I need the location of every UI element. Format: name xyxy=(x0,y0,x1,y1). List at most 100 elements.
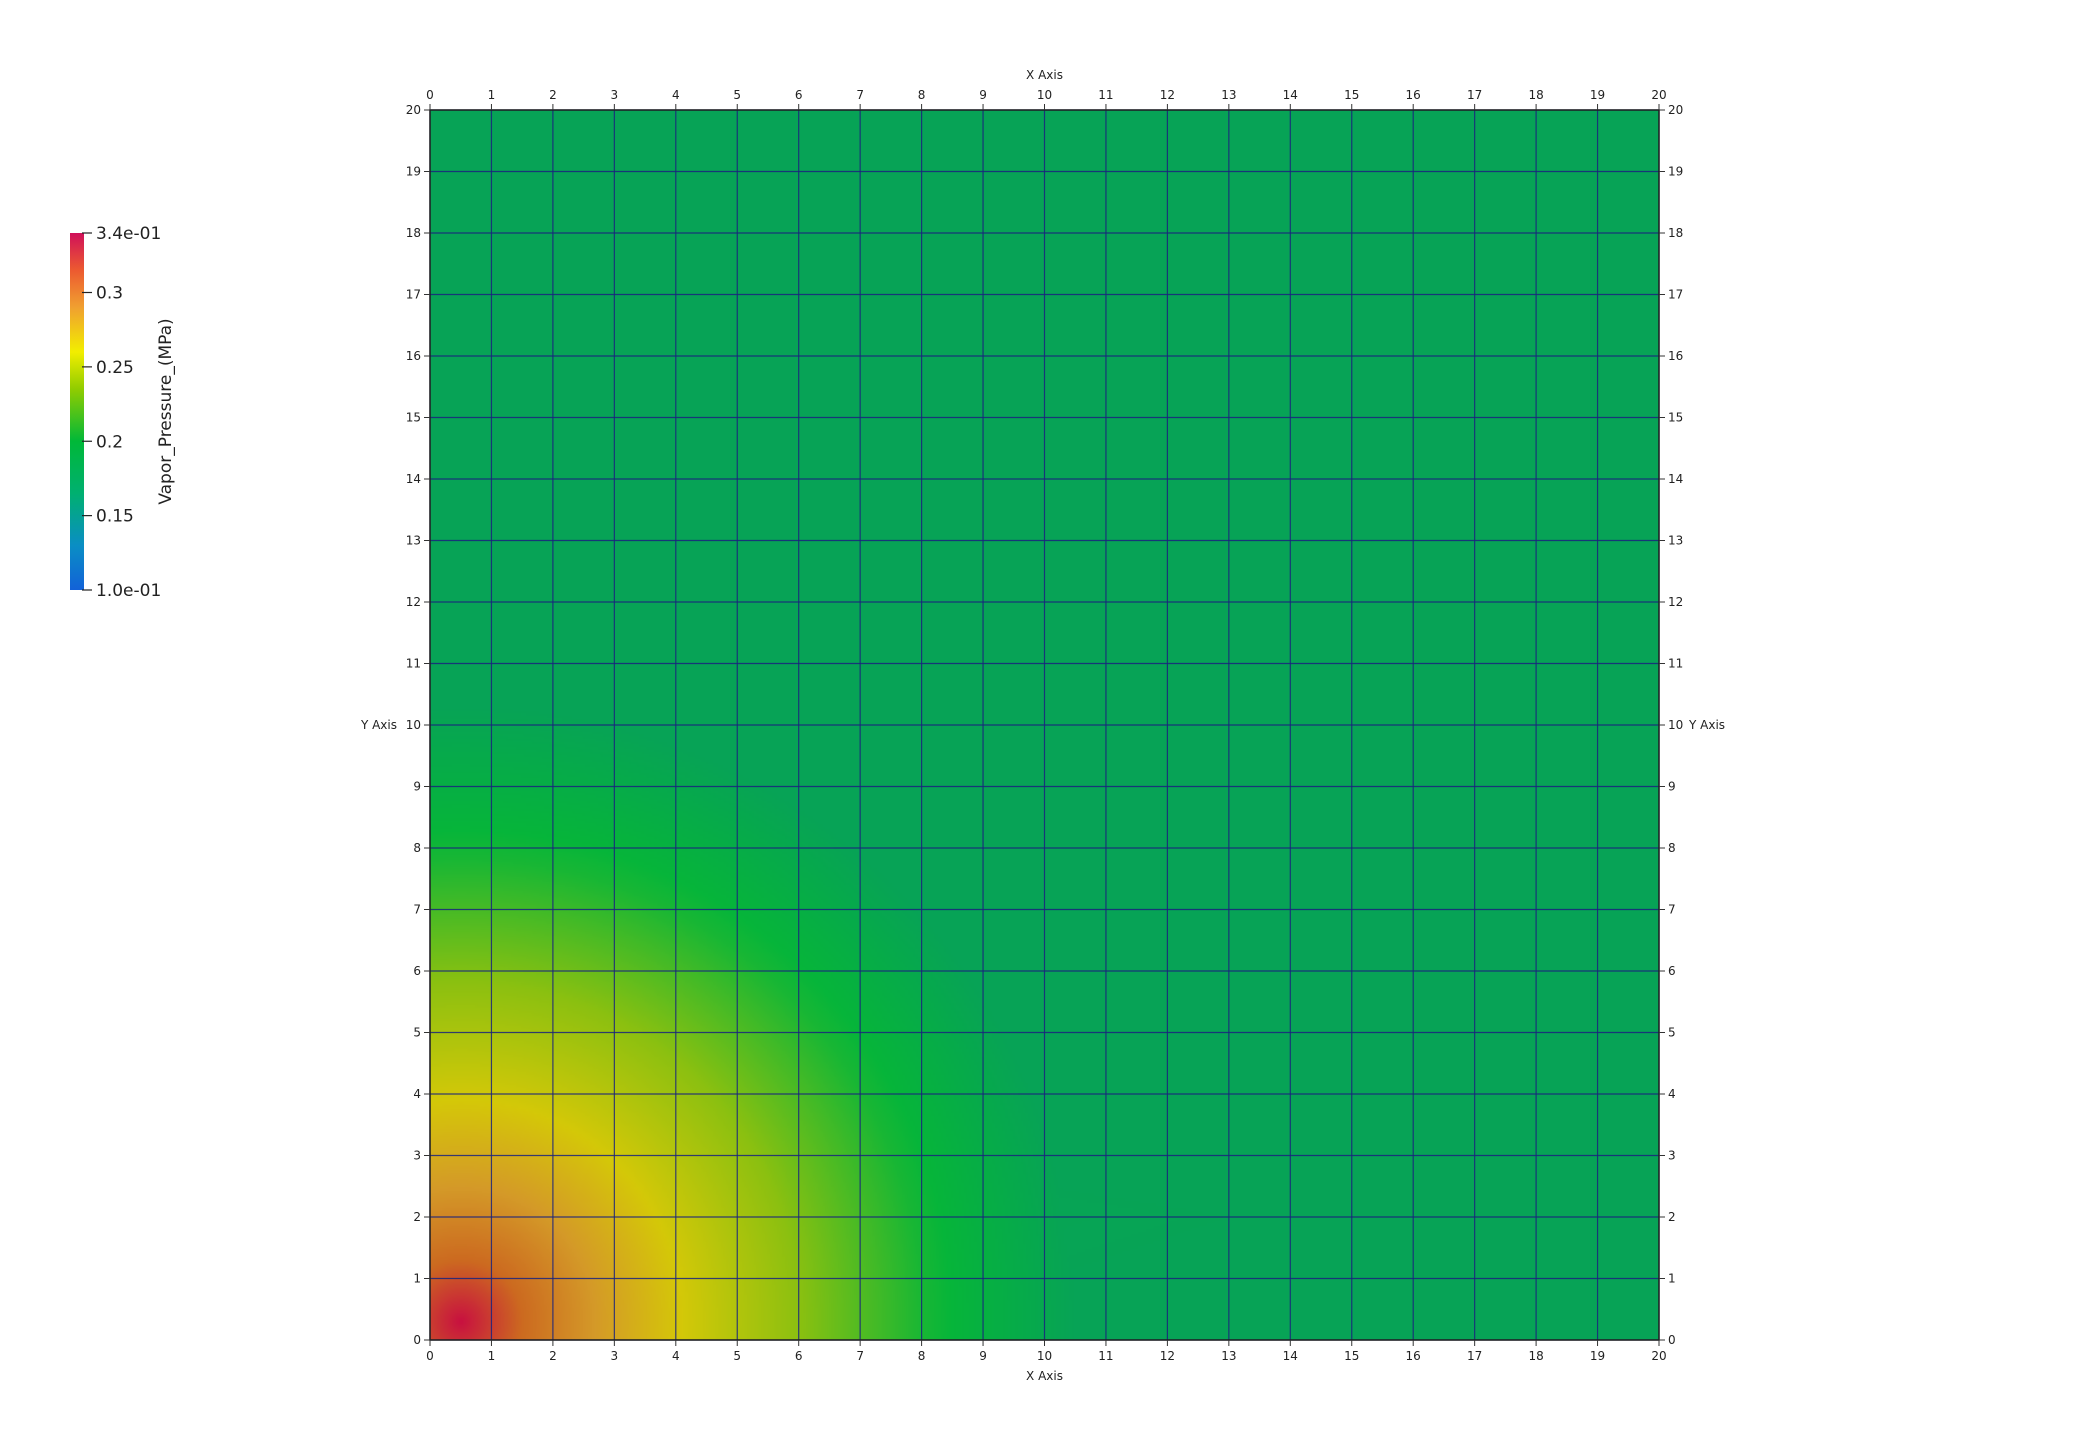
x-tick-label-bottom: 4 xyxy=(672,1349,680,1363)
x-tick-label-top: 20 xyxy=(1651,88,1666,102)
y-tick-label-left: 18 xyxy=(406,226,421,240)
colorbar-tick-label: 0.2 xyxy=(96,432,123,452)
colorbar: 3.4e-01 0.3 0.25 0.2 0.15 1.0e-01 Vapor_Pressu… xyxy=(70,224,176,601)
y-tick-label-left: 4 xyxy=(413,1087,421,1101)
x-tick-label-top: 9 xyxy=(979,88,987,102)
colorbar-gradient xyxy=(70,233,84,590)
y-tick-label-right: 13 xyxy=(1668,534,1683,548)
x-tick-label-top: 7 xyxy=(856,88,864,102)
x-tick-label-bottom: 2 xyxy=(549,1349,557,1363)
x-tick-label-bottom: 14 xyxy=(1283,1349,1298,1363)
colorbar-title: Vapor_Pressure_(MPa) xyxy=(156,318,176,504)
y-tick-label-right: 6 xyxy=(1668,964,1676,978)
grid-lines xyxy=(429,109,1660,1341)
y-tick-label-right: 15 xyxy=(1668,411,1683,425)
x-tick-label-top: 10 xyxy=(1037,88,1052,102)
y-tick-label-left: 5 xyxy=(413,1026,421,1040)
x-tick-label-bottom: 11 xyxy=(1098,1349,1113,1363)
y-tick-label-left: 19 xyxy=(406,165,421,179)
x-tick-label-top: 6 xyxy=(795,88,803,102)
x-tick-label-bottom: 12 xyxy=(1160,1349,1175,1363)
x-tick-label-top: 17 xyxy=(1467,88,1482,102)
x-tick-label-top: 11 xyxy=(1098,88,1113,102)
x-tick-label-top: 5 xyxy=(733,88,741,102)
x-tick-label-top: 8 xyxy=(918,88,926,102)
x-tick-label-bottom: 20 xyxy=(1651,1349,1666,1363)
y-tick-label-right: 7 xyxy=(1668,903,1676,917)
colorbar-tick-label: 0.3 xyxy=(96,284,123,304)
x-tick-label-top: 12 xyxy=(1160,88,1175,102)
x-tick-label-bottom: 5 xyxy=(733,1349,741,1363)
x-tick-label-bottom: 10 xyxy=(1037,1349,1052,1363)
plot-area: 0011223344556677889910101111121213131414… xyxy=(360,68,1725,1383)
x-tick-label-top: 0 xyxy=(426,88,434,102)
y-tick-label-left: 7 xyxy=(413,903,421,917)
y-tick-label-left: 8 xyxy=(413,841,421,855)
y-tick-label-right: 16 xyxy=(1668,349,1683,363)
y-tick-label-left: 0 xyxy=(413,1333,421,1347)
y-tick-label-left: 10 xyxy=(406,718,421,732)
x-tick-label-bottom: 1 xyxy=(488,1349,496,1363)
x-tick-label-top: 4 xyxy=(672,88,680,102)
x-axis-title-top: X Axis xyxy=(1026,68,1063,82)
x-tick-label-bottom: 13 xyxy=(1221,1349,1236,1363)
y-tick-label-right: 10 xyxy=(1668,718,1683,732)
x-tick-label-bottom: 18 xyxy=(1528,1349,1543,1363)
y-tick-label-left: 3 xyxy=(413,1149,421,1163)
x-tick-label-bottom: 8 xyxy=(918,1349,926,1363)
y-tick-label-right: 8 xyxy=(1668,841,1676,855)
y-tick-label-left: 14 xyxy=(406,472,421,486)
x-tick-label-bottom: 9 xyxy=(979,1349,987,1363)
y-tick-label-left: 15 xyxy=(406,411,421,425)
y-tick-label-right: 3 xyxy=(1668,1149,1676,1163)
x-tick-label-bottom: 7 xyxy=(856,1349,864,1363)
axis-ticks: 0011223344556677889910101111121213131414… xyxy=(360,68,1725,1383)
y-tick-label-left: 1 xyxy=(413,1272,421,1286)
x-tick-label-bottom: 15 xyxy=(1344,1349,1359,1363)
y-tick-label-right: 12 xyxy=(1668,595,1683,609)
y-tick-label-right: 19 xyxy=(1668,165,1683,179)
x-tick-label-bottom: 3 xyxy=(611,1349,619,1363)
y-tick-label-left: 11 xyxy=(406,657,421,671)
x-tick-label-top: 2 xyxy=(549,88,557,102)
y-tick-label-right: 17 xyxy=(1668,288,1683,302)
y-tick-label-right: 1 xyxy=(1668,1272,1676,1286)
y-tick-label-left: 16 xyxy=(406,349,421,363)
y-tick-label-right: 0 xyxy=(1668,1333,1676,1347)
y-tick-label-left: 20 xyxy=(406,103,421,117)
y-tick-label-left: 13 xyxy=(406,534,421,548)
x-tick-label-bottom: 0 xyxy=(426,1349,434,1363)
x-tick-label-top: 19 xyxy=(1590,88,1605,102)
y-tick-label-left: 12 xyxy=(406,595,421,609)
y-tick-label-right: 18 xyxy=(1668,226,1683,240)
x-tick-label-top: 13 xyxy=(1221,88,1236,102)
y-tick-label-left: 2 xyxy=(413,1210,421,1224)
x-tick-label-top: 16 xyxy=(1406,88,1421,102)
x-tick-label-top: 15 xyxy=(1344,88,1359,102)
x-tick-label-bottom: 19 xyxy=(1590,1349,1605,1363)
y-tick-label-left: 9 xyxy=(413,780,421,794)
y-axis-title-left: Y Axis xyxy=(360,718,397,732)
x-tick-label-top: 14 xyxy=(1283,88,1298,102)
y-tick-label-right: 4 xyxy=(1668,1087,1676,1101)
x-tick-label-bottom: 17 xyxy=(1467,1349,1482,1363)
y-tick-label-right: 20 xyxy=(1668,103,1683,117)
y-tick-label-right: 14 xyxy=(1668,472,1683,486)
y-tick-label-right: 2 xyxy=(1668,1210,1676,1224)
y-tick-label-left: 6 xyxy=(413,964,421,978)
colorbar-tick-label: 3.4e-01 xyxy=(96,224,161,244)
x-tick-label-top: 3 xyxy=(611,88,619,102)
x-tick-label-bottom: 6 xyxy=(795,1349,803,1363)
x-tick-label-top: 1 xyxy=(488,88,496,102)
x-axis-title-bottom: X Axis xyxy=(1026,1369,1063,1383)
colorbar-tick-label: 1.0e-01 xyxy=(96,581,161,601)
x-tick-label-top: 18 xyxy=(1528,88,1543,102)
y-tick-label-right: 5 xyxy=(1668,1026,1676,1040)
y-axis-title-right: Y Axis xyxy=(1688,718,1725,732)
colorbar-tick-label: 0.25 xyxy=(96,358,134,378)
x-tick-label-bottom: 16 xyxy=(1406,1349,1421,1363)
y-tick-label-right: 9 xyxy=(1668,780,1676,794)
y-tick-label-left: 17 xyxy=(406,288,421,302)
colorbar-tick-label: 0.15 xyxy=(96,507,134,527)
